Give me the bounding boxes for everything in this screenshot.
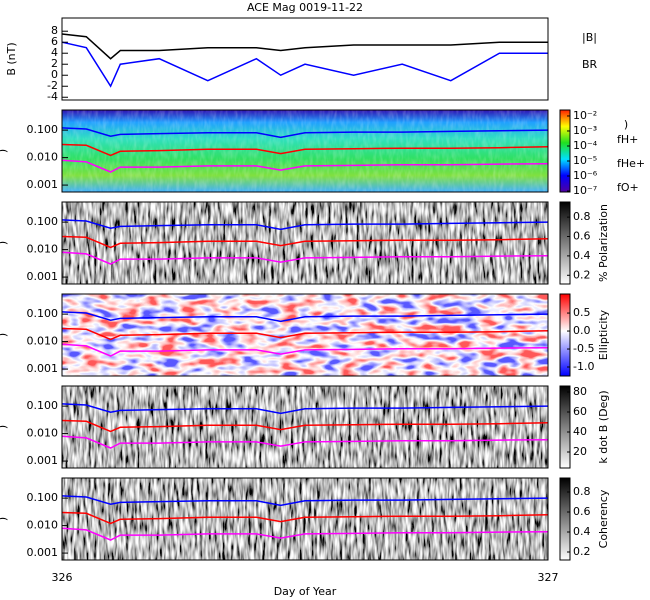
colorbar-tick-label: -1.0 (573, 360, 594, 373)
x-axis-label: Day of Year (274, 585, 337, 598)
colorbar-label: % Polarization (597, 204, 610, 282)
data-line (61, 343, 549, 357)
colorbar (559, 385, 571, 469)
y-tick-label: 0.010 (27, 151, 59, 164)
data-line (61, 41, 548, 88)
legend-entry: fHe+ (617, 157, 645, 170)
y-tick-label: 2 (51, 57, 58, 70)
colorbar-label: Coherency (597, 489, 610, 548)
colorbar-tick-label: 10⁻⁵ (573, 154, 597, 167)
y-axis-label: B (nT) (5, 42, 18, 75)
y-tick-label: 0.010 (27, 335, 59, 348)
data-line (61, 33, 548, 60)
colorbar-tick-label: 0.4 (573, 525, 591, 538)
y-tick-label: 0 (51, 68, 58, 81)
colorbar-tick-label: 0.8 (573, 210, 591, 223)
colorbar-tick-label: 20 (573, 445, 587, 458)
y-tick-label: 0.100 (27, 215, 59, 228)
data-line (61, 419, 549, 433)
legend-entry: fO+ (617, 181, 639, 194)
colorbar-tick-label: 0.6 (573, 505, 591, 518)
colorbar-tick-label: 10⁻⁴ (573, 139, 598, 152)
data-line (61, 495, 549, 507)
colorbar-tick-label: 40 (573, 425, 587, 438)
y-axis-label: ) (0, 517, 9, 521)
y-tick-label: 0.001 (27, 362, 59, 375)
y-tick-label: 4 (51, 46, 58, 59)
colorbar (559, 477, 571, 561)
colorbar-tick-label: 0.6 (573, 230, 591, 243)
data-line (61, 527, 549, 541)
y-axis-label: ) (0, 333, 9, 337)
data-line (61, 311, 549, 323)
plot-frame (61, 293, 549, 377)
y-axis-label: ) (0, 241, 9, 245)
y-tick-label: 0.010 (27, 427, 59, 440)
chart-title: ACE Mag 0019-11-22 (247, 1, 363, 14)
y-tick-label: 6 (51, 35, 58, 48)
colorbar-tick-label: 0.5 (573, 306, 591, 319)
data-line (61, 159, 549, 173)
data-line (61, 403, 549, 415)
y-tick-label: 0.001 (27, 546, 59, 559)
data-line (61, 143, 549, 157)
y-tick-label: 0.010 (27, 519, 59, 532)
y-tick-label: 0.001 (27, 270, 59, 283)
colorbar-tick-label: 0.4 (573, 249, 591, 262)
y-tick-label: 8 (51, 24, 58, 37)
y-tick-label: -4 (47, 90, 58, 103)
colorbar-tick-label: 0.2 (573, 268, 591, 281)
legend-entry: BR (582, 58, 598, 71)
colorbar-tick-label: 10⁻³ (573, 124, 597, 137)
colorbar-tick-label: 10⁻⁷ (573, 184, 597, 197)
y-tick-label: 0.001 (27, 178, 59, 191)
colorbar-tick-label: -0.5 (573, 342, 594, 355)
data-line (61, 511, 549, 525)
plot-frame (61, 385, 549, 469)
y-tick-label: 0.100 (27, 123, 59, 136)
legend-entry: |B| (582, 31, 597, 44)
colorbar (559, 201, 571, 285)
y-tick-label: 0.100 (27, 307, 59, 320)
data-line (61, 219, 549, 231)
plot-frame (61, 477, 549, 561)
y-axis-label: ) (0, 425, 9, 429)
y-tick-label: 0.100 (27, 491, 59, 504)
y-tick-label: 0.010 (27, 243, 59, 256)
colorbar (559, 109, 571, 193)
colorbar-tick-label: 0.0 (573, 324, 591, 337)
y-tick-label: -2 (47, 79, 58, 92)
colorbar-tick-label: 10⁻⁶ (573, 169, 598, 182)
legend-entry: fH+ (617, 133, 638, 146)
plot-frame (61, 109, 549, 193)
data-line (61, 435, 549, 449)
data-line (61, 251, 549, 265)
plot-frame (61, 17, 549, 101)
data-line (61, 127, 549, 139)
colorbar-label: ) (624, 118, 628, 131)
colorbar-tick-label: 0.8 (573, 485, 591, 498)
colorbar-label: Ellipticity (597, 309, 610, 360)
colorbar-label: k dot B (Deg) (597, 390, 610, 463)
colorbar-tick-label: 80 (573, 385, 587, 398)
y-axis-label: ) (0, 149, 9, 153)
x-tick-label: 326 (52, 571, 73, 584)
y-tick-label: 0.001 (27, 454, 59, 467)
data-line (61, 327, 549, 341)
colorbar-tick-label: 60 (573, 405, 587, 418)
plot-frame (61, 201, 549, 285)
colorbar-tick-label: 10⁻² (573, 109, 597, 122)
x-tick-label: 327 (538, 571, 559, 584)
colorbar (559, 293, 571, 377)
colorbar-tick-label: 0.2 (573, 545, 591, 558)
data-line (61, 235, 549, 249)
y-tick-label: 0.100 (27, 399, 59, 412)
